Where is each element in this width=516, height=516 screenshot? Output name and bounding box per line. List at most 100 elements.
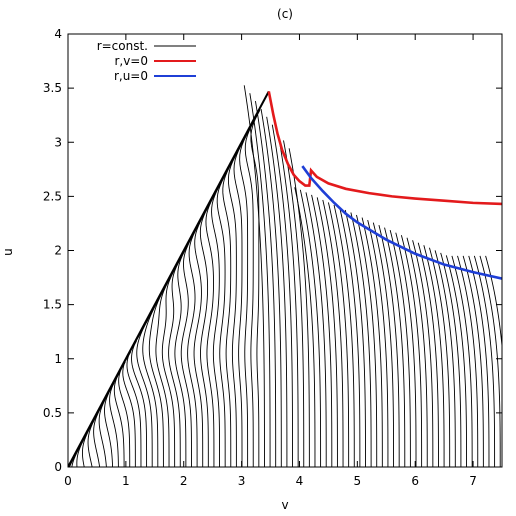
r-const-contour: [255, 100, 277, 467]
r-const-contour: [233, 141, 244, 467]
r-const-contour: [187, 225, 199, 467]
r-const-contour: [367, 219, 389, 467]
x-tick-label: 1: [122, 474, 130, 488]
r-const-contour: [322, 199, 344, 467]
y-tick-label: 2: [54, 244, 62, 258]
r-const-contour: [180, 235, 194, 467]
r-const-contour: [350, 212, 372, 467]
y-tick-label: 0.5: [43, 406, 62, 420]
x-tick-label: 6: [411, 474, 419, 488]
r-const-contour: [451, 255, 473, 467]
r-const-contour: [168, 256, 182, 467]
r-const-contour: [473, 255, 496, 467]
r-const-contour: [142, 298, 160, 467]
r-const-contour: [216, 172, 227, 467]
r-const-contour: [299, 189, 322, 467]
r-const-contour: [205, 193, 216, 467]
y-tick-label: 0: [54, 460, 62, 474]
r-const-contour: [155, 277, 171, 467]
x-tick-label: 7: [469, 474, 477, 488]
r-const-contour: [199, 204, 210, 467]
r-const-contour: [468, 255, 490, 467]
r-const-contour: [136, 309, 154, 467]
r-const-contour: [266, 116, 288, 467]
r-const-contour: [193, 214, 205, 467]
r-const-contour: [271, 124, 293, 467]
series-layer: [267, 91, 502, 280]
contour-boundary-line: [68, 90, 270, 467]
r-const-contour: [305, 192, 327, 467]
r-const-contour: [250, 109, 261, 467]
r-const-contour: [211, 183, 222, 467]
r-const-contour: [227, 151, 238, 467]
r-const-contour: [243, 85, 265, 467]
r-const-contour: [82, 424, 93, 467]
r-const-contour: [249, 93, 271, 467]
r-const-contour: [148, 288, 165, 467]
legend: r=const. r,v=0 r,u=0: [97, 39, 196, 83]
r-const-contour: [69, 456, 76, 467]
r-const-contour: [434, 250, 456, 467]
r-const-contour: [260, 108, 282, 467]
r-const-contour: [113, 361, 126, 467]
x-tick-label: 5: [354, 474, 362, 488]
y-tick-label: 4: [54, 27, 62, 41]
r-const-contour: [384, 227, 406, 467]
legend-label-r-u-zero: r,u=0: [114, 69, 148, 83]
series-line-r-v-zero: [267, 91, 502, 206]
r-const-contour: [277, 132, 299, 467]
r-const-contour: [400, 235, 423, 467]
r-const-contour: [98, 393, 109, 467]
r-const-contour: [93, 403, 104, 467]
x-tick-label: 4: [296, 474, 304, 488]
r-const-contour: [109, 372, 121, 467]
r-const-contour: [445, 255, 467, 467]
x-tick-label: 3: [238, 474, 246, 488]
plot-frame: [67, 33, 503, 468]
r-const-contour: [311, 194, 333, 467]
r-const-contour: [222, 162, 233, 467]
x-axis-label: v: [281, 498, 288, 512]
r-const-contour: [361, 217, 383, 467]
r-const-contour: [244, 120, 255, 467]
r-const-contour: [406, 237, 428, 467]
r-const-contour: [283, 140, 305, 467]
r-const-contours: [68, 85, 502, 467]
r-const-contour: [316, 197, 338, 467]
r-const-contour: [327, 202, 350, 467]
r-const-contour: [417, 242, 439, 467]
r-const-contour: [457, 255, 479, 467]
chart-title: (c): [277, 7, 293, 21]
y-tick-label: 3: [54, 135, 62, 149]
r-const-contour: [174, 246, 188, 467]
r-const-contour: [76, 435, 87, 467]
r-const-contour: [161, 267, 177, 467]
r-const-contour: [333, 204, 355, 467]
r-const-contour: [440, 252, 462, 467]
x-tick-label: 0: [64, 474, 72, 488]
y-tick-label: 3.5: [43, 81, 62, 95]
axis-ticks: 0 1 2 3 4 5 6 7 0 0.5 1 1.5 2 2.5 3 3.5 4: [43, 27, 502, 488]
r-const-contour: [395, 232, 417, 467]
r-const-contour: [294, 187, 316, 467]
r-const-contour: [479, 255, 501, 467]
r-const-contour: [356, 214, 378, 467]
r-const-contour: [485, 255, 502, 351]
r-const-contour: [389, 230, 411, 467]
r-const-contour: [378, 225, 400, 467]
legend-label-r-const: r=const.: [97, 39, 148, 53]
legend-label-r-v-zero: r,v=0: [114, 54, 148, 68]
r-const-contour: [71, 445, 81, 467]
r-const-contour: [87, 414, 98, 467]
y-axis-label: u: [1, 248, 15, 256]
y-tick-label: 1.5: [43, 298, 62, 312]
r-const-contour: [104, 382, 115, 467]
r-const-contour: [429, 247, 451, 467]
series-line-r-u-zero: [301, 165, 502, 280]
r-const-contour: [412, 240, 434, 467]
y-tick-label: 2.5: [43, 189, 62, 203]
r-const-contour: [423, 245, 445, 467]
y-tick-label: 1: [54, 352, 62, 366]
r-const-contour: [239, 130, 250, 467]
